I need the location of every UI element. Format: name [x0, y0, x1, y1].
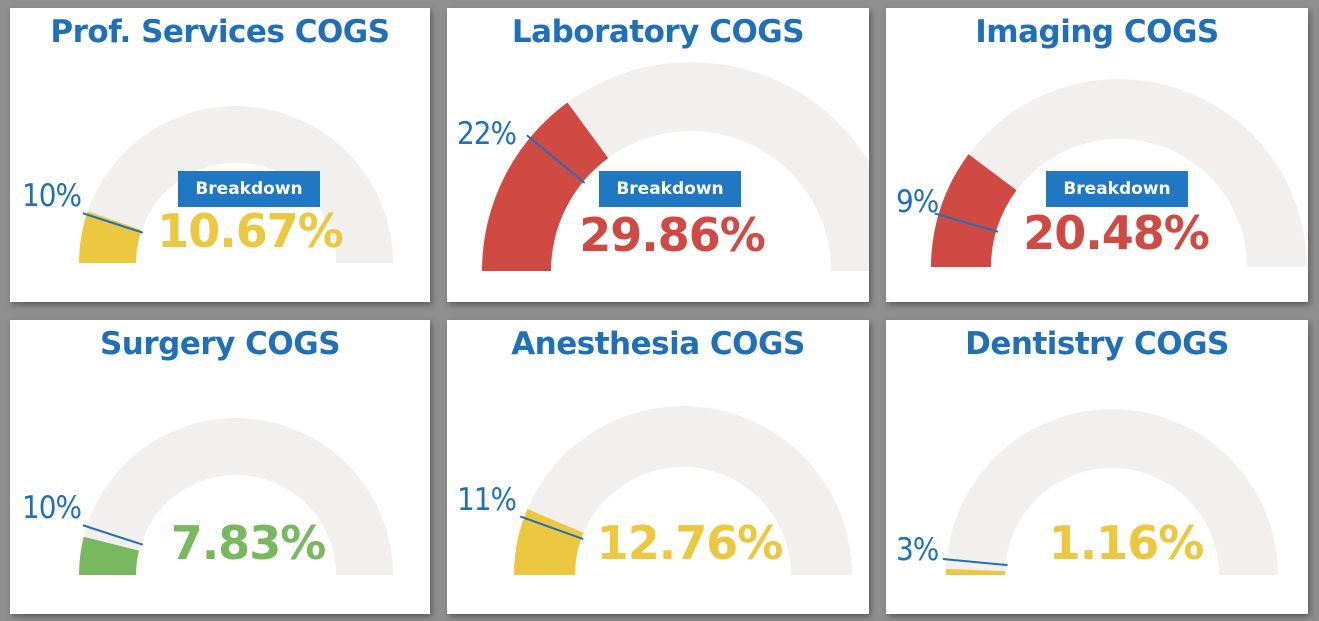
gauge-chart	[514, 406, 852, 575]
breakdown-button[interactable]: Breakdown	[1046, 171, 1188, 207]
gauge-title: Laboratory COGS	[511, 14, 805, 50]
gauge-track	[946, 409, 1278, 575]
gauge-value-arc	[79, 211, 142, 263]
target-label: 11%	[457, 482, 517, 518]
gauge-value-arc	[79, 536, 140, 575]
gauge-chart	[79, 418, 393, 575]
gauge-card-dentistry: Dentistry COGS 3% 1.16%	[886, 320, 1308, 614]
gauge-value-arc	[931, 154, 1017, 267]
gauge-card-anesthesia: Anesthesia COGS 11% 12.76%	[447, 320, 869, 614]
value-label: 7.83%	[170, 516, 327, 570]
breakdown-button[interactable]: Breakdown	[599, 171, 741, 207]
gauge-card-laboratory: Laboratory COGS 22% Breakdown 29.86%	[447, 8, 869, 302]
gauge-title: Dentistry COGS	[965, 326, 1229, 362]
gauge-value-arc	[514, 509, 584, 575]
target-label: 3%	[896, 532, 939, 568]
value-label: 20.48%	[1023, 206, 1210, 260]
gauge-chart	[942, 409, 1278, 575]
value-label: 10.67%	[157, 204, 344, 258]
gauge-track	[482, 62, 869, 271]
value-label: 1.16%	[1048, 516, 1205, 570]
gauge-card-surgery: Surgery COGS 10% 7.83%	[10, 320, 430, 614]
gauge-chart	[931, 79, 1307, 267]
gauge-target-marker	[519, 515, 584, 541]
gauge-title: Surgery COGS	[99, 326, 341, 362]
target-label: 22%	[457, 116, 517, 152]
gauge-chart	[79, 106, 393, 263]
gauge-target-marker	[934, 212, 999, 233]
gauge-chart	[482, 62, 869, 271]
value-label: 29.86%	[579, 208, 766, 262]
gauge-title: Imaging COGS	[975, 14, 1219, 50]
gauge-title: Prof. Services COGS	[50, 14, 390, 50]
gauge-value-arc	[482, 102, 609, 271]
target-label: 9%	[896, 184, 939, 220]
breakdown-button[interactable]: Breakdown	[178, 171, 320, 207]
gauge-track	[79, 106, 393, 263]
gauge-target-marker	[526, 134, 586, 184]
gauge-title: Anesthesia COGS	[511, 326, 805, 362]
gauge-track	[79, 418, 393, 575]
target-label: 10%	[22, 178, 82, 214]
gauge-card-prof-services: Prof. Services COGS 10% Breakdown 10.67%	[10, 8, 430, 302]
gauge-target-marker	[82, 212, 144, 234]
gauge-track	[931, 79, 1307, 267]
gauge-target-marker	[82, 524, 144, 546]
gauge-track	[514, 406, 852, 575]
value-label: 12.76%	[596, 516, 784, 570]
gauge-card-imaging: Imaging COGS 9% Breakdown 20.48%	[886, 8, 1308, 302]
gauge-target-marker	[942, 558, 1008, 567]
target-label: 10%	[22, 490, 82, 526]
gauge-value-arc	[946, 568, 1006, 575]
